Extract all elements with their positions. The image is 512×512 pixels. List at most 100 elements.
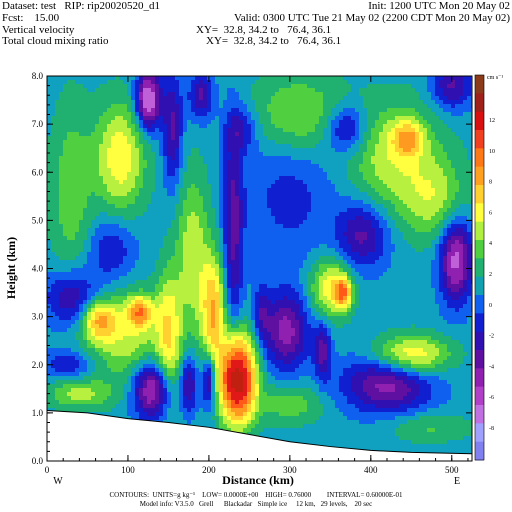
field-cell [175,184,179,188]
field-cell [339,192,343,196]
field-cell [107,240,111,244]
field-cell [163,156,167,160]
field-cell [463,156,467,160]
field-cell [423,140,427,144]
field-cell [67,192,71,196]
field-cell [307,116,311,120]
field-cell [355,196,359,200]
field-cell [363,76,367,80]
field-cell [135,196,139,200]
field-cell [55,236,59,240]
field-cell [315,196,319,200]
field-cell [467,156,471,160]
field-cell [179,180,183,184]
field-cell [55,248,59,252]
field-cell [143,140,147,144]
field-cell [99,144,103,148]
field-cell [455,100,459,104]
field-cell [383,100,387,104]
field-cell [415,132,419,136]
field-cell [155,252,159,256]
field-cell [271,140,275,144]
field-cell [99,152,103,156]
field-cell [135,152,139,156]
field-cell [199,200,203,204]
field-cell [355,140,359,144]
field-cell [71,248,75,252]
field-cell [303,116,307,120]
field-cell [283,212,287,216]
field-cell [455,192,459,196]
field-cell [307,200,311,204]
field-cell [311,196,315,200]
field-cell [407,140,411,144]
field-cell [319,244,323,248]
field-cell [439,80,443,84]
field-cell [343,172,347,176]
field-cell [171,160,175,164]
field-cell [455,184,459,188]
field-cell [163,228,167,232]
field-cell [99,176,103,180]
field-cell [311,204,315,208]
field-cell [359,172,363,176]
field-cell [135,140,139,144]
field-cell [139,120,143,124]
field-cell [131,84,135,88]
field-cell [139,192,143,196]
field-cell [87,196,91,200]
field-cell [235,152,239,156]
field-cell [91,192,95,196]
field-cell [323,152,327,156]
field-cell [339,160,343,164]
field-cell [211,236,215,240]
field-cell [203,220,207,224]
field-cell [131,188,135,192]
field-cell [275,120,279,124]
field-cell [123,164,127,168]
field-cell [379,144,383,148]
field-cell [387,196,391,200]
field-cell [171,164,175,168]
field-cell [383,104,387,108]
field-cell [307,128,311,132]
field-cell [187,204,191,208]
field-cell [175,112,179,116]
field-cell [131,232,135,236]
field-cell [379,80,383,84]
field-cell [391,212,395,216]
field-cell [239,200,243,204]
field-cell [371,104,375,108]
field-cell [139,260,143,264]
field-cell [171,76,175,80]
field-cell [211,160,215,164]
field-cell [335,132,339,136]
field-cell [159,196,163,200]
field-cell [287,136,291,140]
field-cell [211,216,215,220]
field-cell [319,208,323,212]
field-cell [363,216,367,220]
field-cell [407,212,411,216]
field-cell [83,252,87,256]
field-cell [55,84,59,88]
field-cell [355,96,359,100]
field-cell [303,112,307,116]
field-cell [231,180,235,184]
field-cell [199,212,203,216]
field-cell [383,124,387,128]
field-cell [331,88,335,92]
field-cell [343,156,347,160]
field-cell [95,228,99,232]
field-cell [67,208,71,212]
field-cell [179,188,183,192]
field-cell [103,76,107,80]
field-cell [199,236,203,240]
field-cell [383,236,387,240]
field-cell [271,212,275,216]
field-cell [135,144,139,148]
field-cell [431,212,435,216]
field-cell [359,244,363,248]
field-cell [383,196,387,200]
field-cell [223,256,227,260]
